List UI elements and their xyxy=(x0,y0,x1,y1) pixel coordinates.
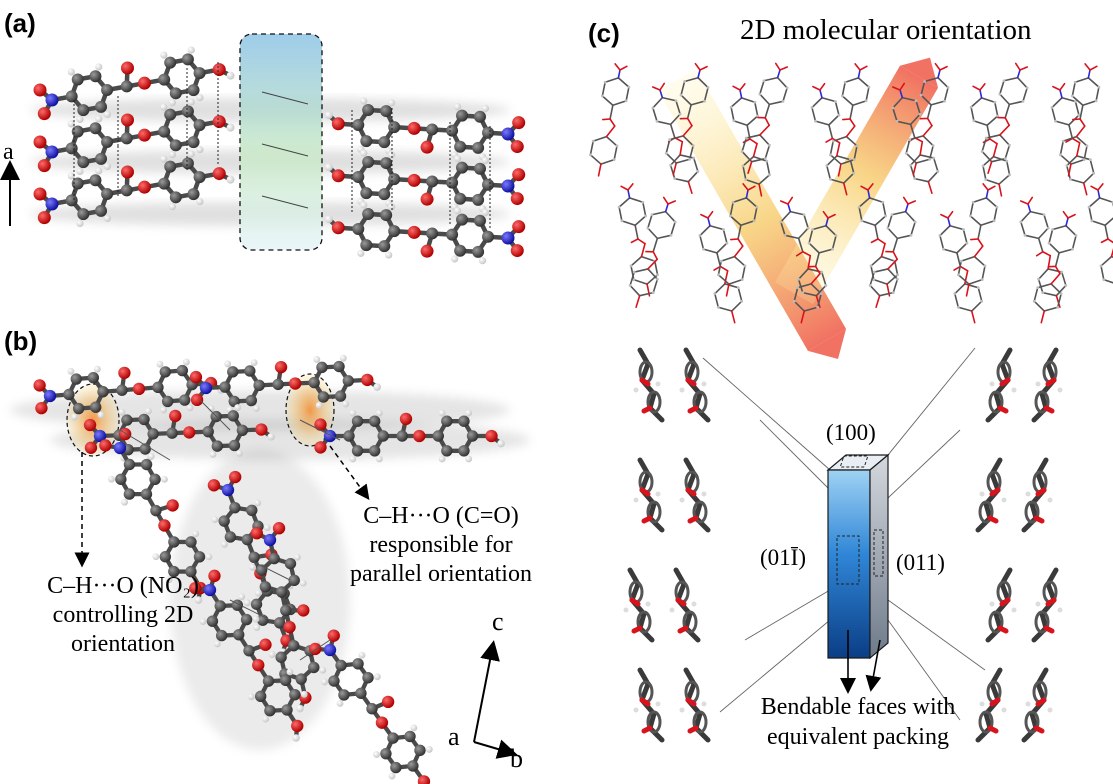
panel-b-axis-b-arrow xyxy=(474,742,508,752)
crystal-front-face xyxy=(828,470,870,658)
panel-c-crystal xyxy=(828,455,888,686)
panel-b-axis-c-label: c xyxy=(492,607,504,637)
panel-a-hbond-highlight-box xyxy=(240,34,322,250)
panel-b-axis-c-arrow xyxy=(474,650,492,742)
panel-b-axis-b-label: b xyxy=(510,744,523,774)
crystal-side-face xyxy=(870,455,888,658)
crystal-face-right-label: (011) xyxy=(896,550,945,576)
crystal-face-top-label: (100) xyxy=(826,420,876,446)
panel-a-label: (a) xyxy=(4,10,36,36)
annot-left-line-2: controlling 2D xyxy=(22,601,224,630)
annot-right-line-1: C–H···O (C=O) xyxy=(328,502,554,531)
panel-c-title: 2D molecular orientation xyxy=(740,14,1032,47)
caption-line-2: equivalent packing xyxy=(738,722,978,752)
panel-c-caption: Bendable faces with equivalent packing xyxy=(738,692,978,752)
annot-left-line-3: orientation xyxy=(22,630,224,659)
annot-right-line-3: parallel orientation xyxy=(328,560,554,589)
panel-b-annot-left: C–H···O (NO₂) controlling 2D orientation xyxy=(22,572,224,659)
panel-a-axis-label: a xyxy=(3,139,14,166)
crystal-face-left-label: (01Ī) xyxy=(760,545,806,571)
annot-left-line-1: C–H···O (NO₂) xyxy=(22,572,224,601)
panel-b-axis-a-label: a xyxy=(448,722,460,752)
caption-line-1: Bendable faces with xyxy=(738,692,978,722)
panel-c-orientation-beam-right xyxy=(775,66,938,305)
annot-right-line-2: responsible for xyxy=(328,531,554,560)
panel-b-annot-right: C–H···O (C=O) responsible for parallel o… xyxy=(328,502,554,589)
panel-c-label: (c) xyxy=(588,20,620,46)
panel-b-label: (b) xyxy=(4,328,37,354)
